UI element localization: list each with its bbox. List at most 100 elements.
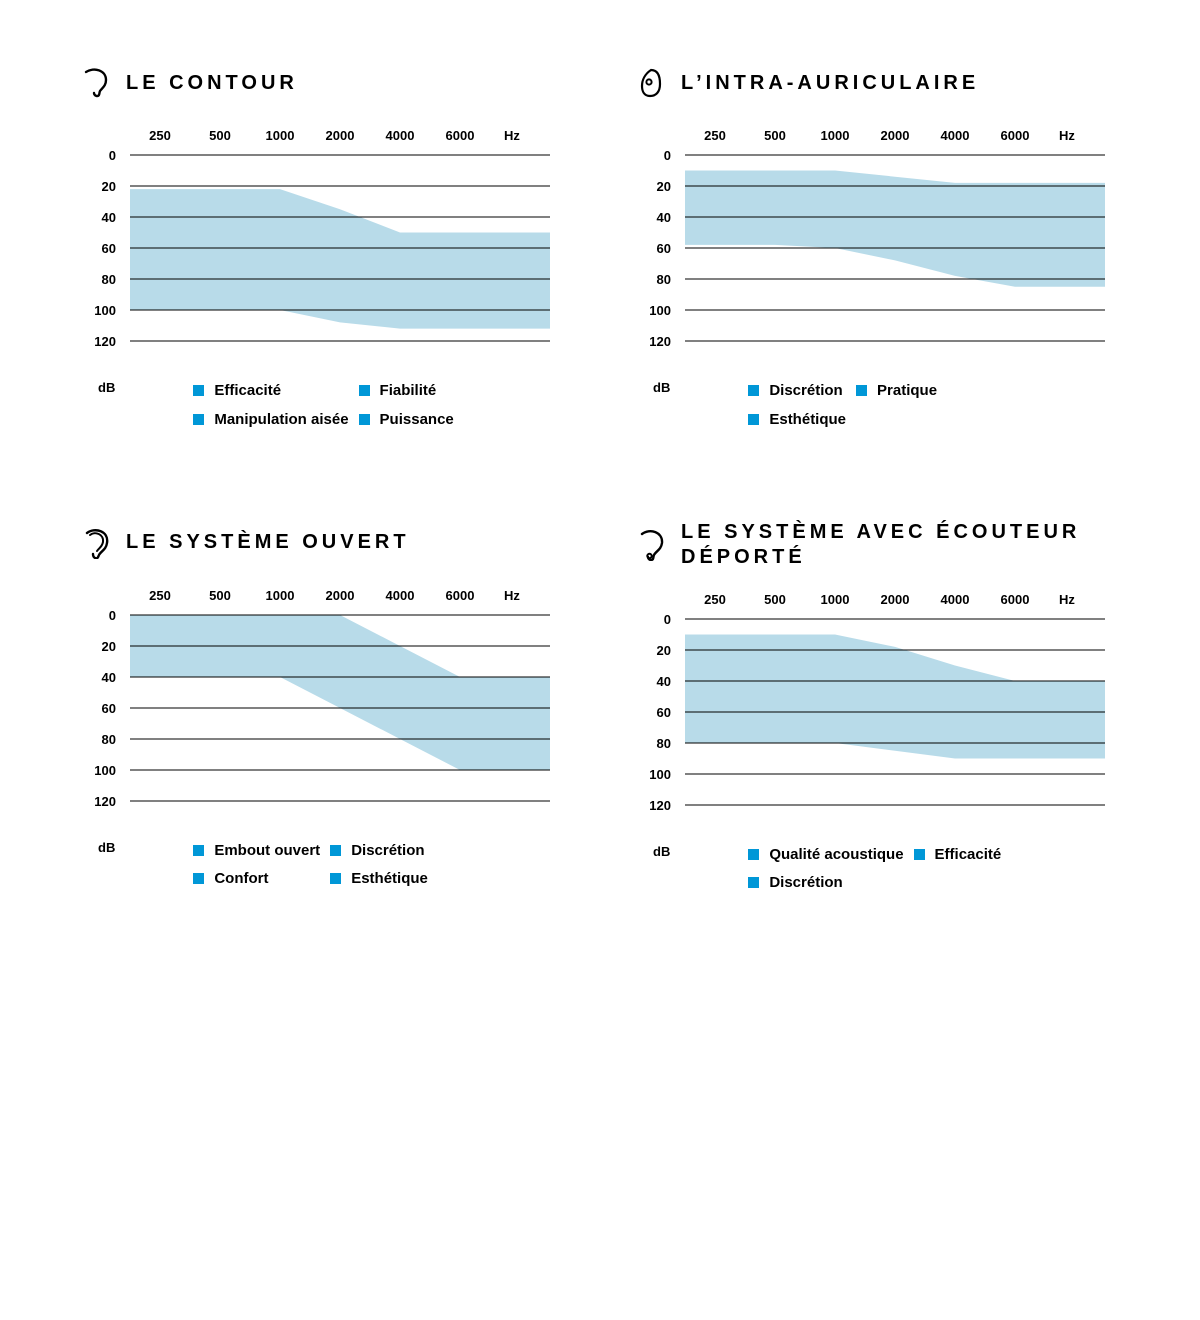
legend-label: Discrétion	[351, 842, 424, 861]
legend-label: Confort	[214, 870, 268, 889]
x-tick: 250	[130, 588, 190, 603]
y-tick: 120	[80, 335, 130, 366]
y-tick: 20	[80, 180, 130, 211]
legend-item: Confort	[193, 870, 320, 889]
legend: Embout ouvert Discrétion Confort Esthéti…	[123, 842, 457, 890]
y-axis: 020406080100120	[80, 155, 130, 372]
x-axis: 2505001000200040006000Hz	[635, 128, 1115, 143]
legend-item: Manipulation aisée	[193, 411, 348, 430]
legend-label: Esthétique	[351, 870, 428, 889]
legend: Discrétion Pratique Esthétique	[678, 382, 953, 430]
y-tick: 20	[80, 640, 130, 671]
y-tick: 120	[80, 795, 130, 826]
legend-swatch	[330, 845, 341, 856]
area-band	[685, 634, 1105, 758]
y-unit: dB	[80, 380, 115, 395]
legend-item: Esthétique	[330, 870, 457, 889]
panel-header: LE SYSTÈME AVEC ÉCOUTEUR DÉPORTÉ	[635, 520, 1115, 570]
panel-intra: L’INTRA-AURICULAIRE 25050010002000400060…	[635, 60, 1115, 430]
y-tick: 60	[80, 702, 130, 733]
y-tick: 100	[80, 304, 130, 335]
chart: 2505001000200040006000Hz 020406080100120…	[80, 128, 560, 430]
legend-swatch	[330, 873, 341, 884]
legend-swatch	[748, 414, 759, 425]
legend-swatch	[359, 414, 370, 425]
x-tick: 500	[190, 128, 250, 143]
legend-swatch	[748, 877, 759, 888]
legend-item: Fiabilité	[359, 382, 514, 401]
legend-label: Qualité acoustique	[769, 846, 903, 865]
x-tick: 1000	[805, 592, 865, 607]
y-tick: 60	[80, 242, 130, 273]
y-tick: 0	[635, 149, 685, 180]
x-tick: 2000	[865, 592, 925, 607]
legend-label: Embout ouvert	[214, 842, 320, 861]
legend-item: Puissance	[359, 411, 514, 430]
legend-label: Pratique	[877, 382, 937, 401]
y-tick: 120	[635, 335, 685, 366]
panel-contour: LE CONTOUR 2505001000200040006000Hz 0204…	[80, 60, 560, 430]
y-tick: 40	[635, 675, 685, 706]
area-band	[685, 171, 1105, 287]
panel-header: L’INTRA-AURICULAIRE	[635, 60, 1115, 106]
legend-item: Efficacité	[193, 382, 348, 401]
x-tick: 1000	[805, 128, 865, 143]
legend-label: Esthétique	[769, 411, 846, 430]
legend: Qualité acoustique Efficacité Discrétion	[678, 846, 1068, 894]
y-tick: 80	[80, 733, 130, 764]
ouvert-icon	[80, 525, 112, 561]
x-tick: 6000	[430, 128, 490, 143]
y-axis: 020406080100120	[80, 615, 130, 832]
panel-title: LE CONTOUR	[126, 71, 298, 96]
y-tick: 60	[635, 242, 685, 273]
legend-item: Qualité acoustique	[748, 846, 903, 865]
x-tick: 1000	[250, 588, 310, 603]
panel-title: LE SYSTÈME AVEC ÉCOUTEUR DÉPORTÉ	[681, 520, 1115, 570]
legend-swatch	[193, 414, 204, 425]
y-tick: 0	[80, 149, 130, 180]
legend-swatch	[856, 385, 867, 396]
panel-deporte: LE SYSTÈME AVEC ÉCOUTEUR DÉPORTÉ 2505001…	[635, 520, 1115, 894]
legend-item: Discrétion	[330, 842, 457, 861]
legend-label: Manipulation aisée	[214, 411, 348, 430]
legend-label: Puissance	[380, 411, 454, 430]
legend-item: Discrétion	[748, 874, 903, 893]
x-tick: 2000	[865, 128, 925, 143]
panel-header: LE SYSTÈME OUVERT	[80, 520, 560, 566]
x-tick: 4000	[370, 128, 430, 143]
intra-icon	[635, 65, 667, 101]
x-tick: 500	[745, 592, 805, 607]
y-tick: 60	[635, 706, 685, 737]
x-tick: 6000	[430, 588, 490, 603]
legend-item: Esthétique	[748, 411, 846, 430]
y-axis: 020406080100120	[635, 619, 685, 836]
y-tick: 80	[80, 273, 130, 304]
legend-swatch	[359, 385, 370, 396]
y-unit: dB	[80, 840, 115, 855]
x-tick: 4000	[925, 592, 985, 607]
y-tick: 0	[80, 609, 130, 640]
legend-swatch	[914, 849, 925, 860]
y-tick: 100	[80, 764, 130, 795]
legend-swatch	[748, 385, 759, 396]
y-tick: 20	[635, 180, 685, 211]
plot-area	[685, 155, 1105, 372]
legend-item: Efficacité	[914, 846, 1069, 865]
y-tick: 0	[635, 613, 685, 644]
legend-label: Fiabilité	[380, 382, 437, 401]
x-tick: 2000	[310, 128, 370, 143]
y-unit: dB	[635, 380, 670, 395]
legend-swatch	[193, 845, 204, 856]
legend-item: Pratique	[856, 382, 954, 401]
legend-label: Efficacité	[935, 846, 1002, 865]
x-axis: 2505001000200040006000Hz	[80, 128, 560, 143]
x-tick: 6000	[985, 592, 1045, 607]
x-tick: 500	[190, 588, 250, 603]
chart: 2505001000200040006000Hz 020406080100120…	[635, 592, 1115, 894]
deporte-icon	[635, 527, 667, 563]
legend-swatch	[748, 849, 759, 860]
panel-header: LE CONTOUR	[80, 60, 560, 106]
y-tick: 100	[635, 304, 685, 335]
x-tick: 250	[685, 592, 745, 607]
y-axis: 020406080100120	[635, 155, 685, 372]
